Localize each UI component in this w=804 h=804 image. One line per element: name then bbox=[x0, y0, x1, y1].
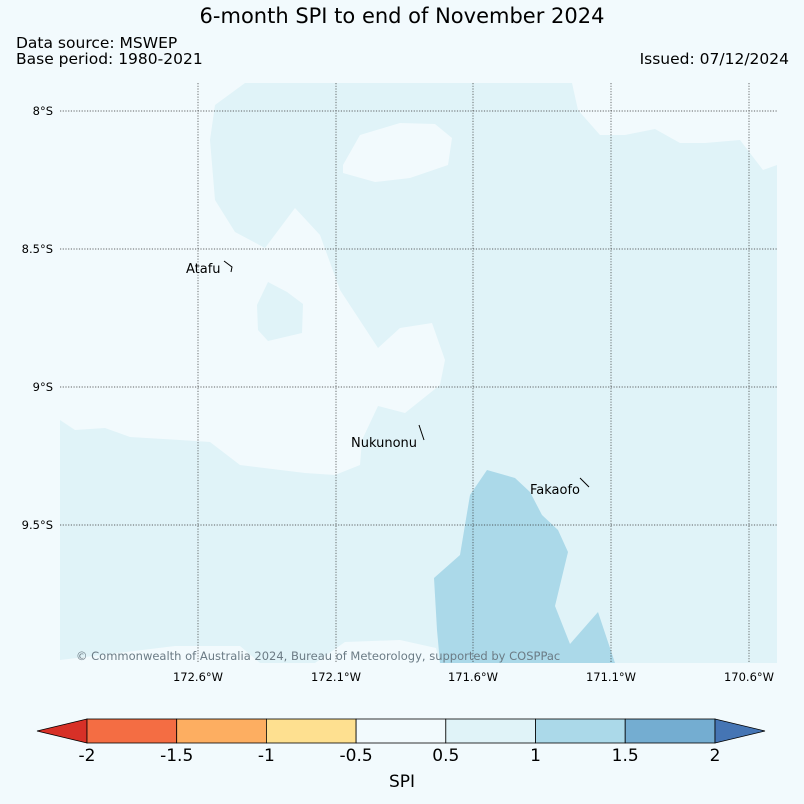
near-normal-region-northeast bbox=[572, 83, 777, 170]
colorbar-tick: -2 bbox=[78, 746, 96, 766]
colorbar bbox=[36, 718, 766, 744]
data-source: Data source: MSWEP bbox=[16, 34, 178, 52]
near-normal-region-northwest bbox=[60, 83, 445, 475]
colorbar-segment bbox=[86, 718, 178, 744]
colorbar-segment bbox=[265, 718, 357, 744]
colorbar-segment bbox=[624, 718, 716, 744]
very-wet-region-south bbox=[434, 470, 615, 663]
gridlines bbox=[60, 83, 777, 663]
near-normal-region-north-island bbox=[343, 123, 452, 182]
atoll-fakaofo-mark bbox=[579, 477, 590, 488]
lat-label: 8.5°S bbox=[21, 242, 53, 256]
moderately-wet-region-atafu bbox=[257, 282, 303, 341]
colorbar-extend-low bbox=[36, 718, 88, 744]
colorbar-tick: 0.5 bbox=[432, 746, 460, 766]
atoll-marks bbox=[223, 260, 590, 488]
lat-label: 9°S bbox=[32, 380, 53, 394]
atoll-atafu-mark bbox=[223, 260, 233, 273]
colorbar-tick: -0.5 bbox=[339, 746, 373, 766]
colorbar-tick: 2 bbox=[709, 746, 721, 766]
base-period: Base period: 1980-2021 bbox=[16, 50, 203, 68]
colorbar-tick: -1 bbox=[257, 746, 275, 766]
colorbar-segment bbox=[445, 718, 536, 744]
lon-label: 172.1°W bbox=[310, 670, 362, 684]
colorbar-segment bbox=[176, 718, 267, 744]
place-label-fakaofo: Fakaofo bbox=[530, 483, 581, 498]
lat-label: 9.5°S bbox=[21, 518, 53, 532]
colorbar-tick: 1 bbox=[530, 746, 541, 766]
near-normal-region-south-2 bbox=[315, 640, 440, 663]
colorbar-extend-high bbox=[714, 718, 766, 744]
copyright-notice: © Commonwealth of Australia 2024, Bureau… bbox=[76, 649, 561, 663]
lon-label: 170.6°W bbox=[723, 670, 775, 684]
atoll-nukunonu-mark bbox=[418, 424, 425, 441]
issued-date: Issued: 07/12/2024 bbox=[639, 50, 789, 68]
colorbar-tick: 1.5 bbox=[611, 746, 639, 766]
lon-label: 171.1°W bbox=[585, 670, 637, 684]
lon-label: 172.6°W bbox=[172, 670, 224, 684]
lat-label: 8°S bbox=[32, 104, 53, 118]
page-title: 6-month SPI to end of November 2024 bbox=[199, 4, 605, 28]
colorbar-tick: -1.5 bbox=[160, 746, 194, 766]
lon-label: 171.6°W bbox=[447, 670, 499, 684]
place-label-atafu: Atafu bbox=[186, 262, 221, 277]
colorbar-segment bbox=[535, 718, 626, 744]
near-normal-region-south bbox=[60, 646, 260, 663]
colorbar-label: SPI bbox=[388, 772, 416, 792]
place-label-nukunonu: Nukunonu bbox=[351, 436, 418, 451]
colorbar-segment bbox=[355, 718, 447, 744]
